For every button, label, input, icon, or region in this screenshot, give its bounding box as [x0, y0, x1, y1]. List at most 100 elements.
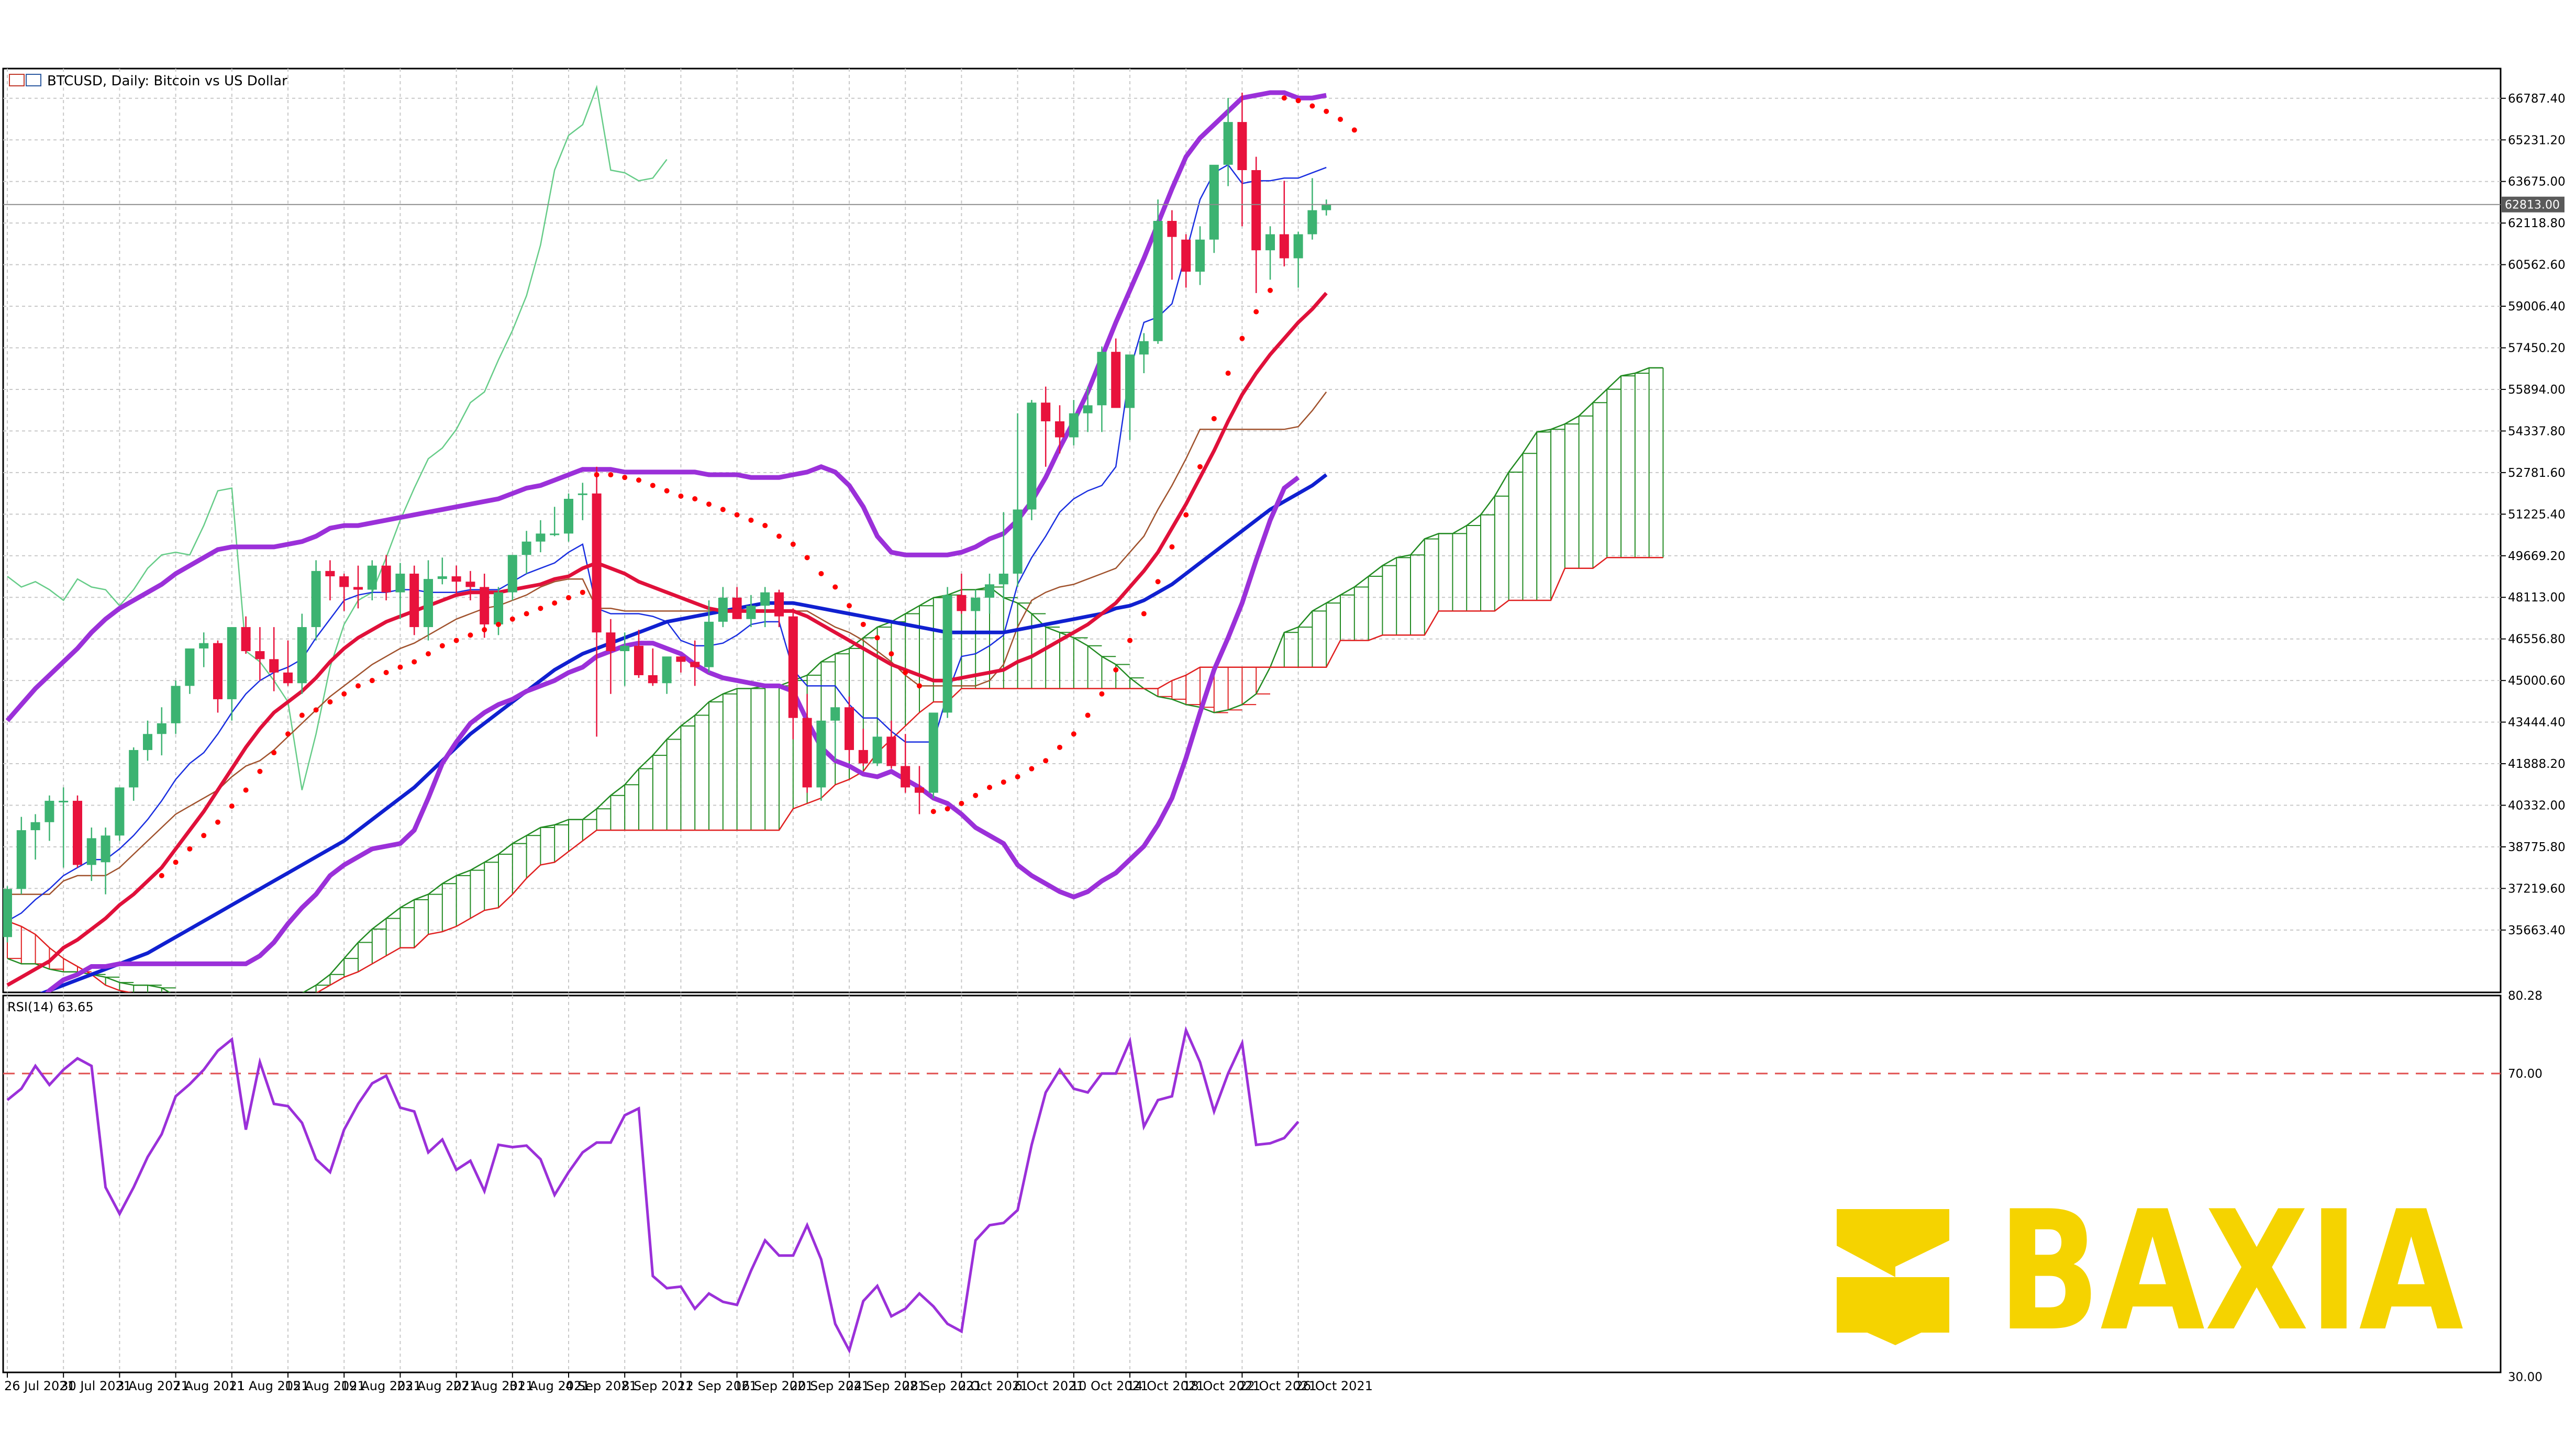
candle-body: [3, 889, 12, 937]
sar-dot: [1183, 512, 1189, 518]
time-tick-label: 4 Sep 2021: [565, 1379, 637, 1393]
candle-body: [985, 584, 994, 598]
sar-dot: [1057, 744, 1062, 750]
sar-dot: [313, 707, 319, 713]
candle-body: [550, 533, 560, 535]
rsi-line: [6, 1026, 1300, 1354]
sar-dot: [285, 731, 291, 737]
sar-dot: [973, 792, 979, 798]
rsi-pane: [3, 1026, 2501, 1354]
sar-dot: [762, 523, 768, 529]
candle-body: [971, 597, 981, 611]
price-tick-label: 51225.40: [2508, 508, 2566, 521]
sar-dot: [1001, 779, 1006, 785]
time-tick-label: 6 Oct 2021: [1015, 1379, 1084, 1393]
candle-body: [1055, 421, 1064, 438]
sar-dot: [257, 768, 263, 774]
time-tick-label: 31 Aug 2021: [509, 1379, 590, 1393]
price-tick-label: 59006.40: [2508, 300, 2566, 314]
candle-body: [732, 597, 742, 619]
rsi-axis: 80.28 70.00 30.00: [2508, 989, 2542, 1384]
sar-dot: [412, 659, 417, 665]
candle-body: [213, 643, 223, 699]
sar-dot: [1085, 712, 1091, 718]
chikou-span: [7, 84, 668, 790]
candle-body: [1181, 239, 1191, 272]
candle-body: [872, 736, 882, 764]
candle-body: [915, 787, 924, 793]
sar-dot: [1225, 371, 1231, 376]
sar-dot: [1351, 127, 1357, 133]
candle-body: [802, 718, 812, 788]
sar-dot: [580, 589, 585, 595]
candle-body: [1013, 509, 1023, 574]
rsi-tick-label: 70.00: [2508, 1067, 2542, 1081]
candle-body: [1293, 234, 1303, 259]
price-tick-label: 65231.20: [2508, 133, 2566, 147]
price-axis: 66787.40 65231.20 63675.00 62118.80 60562.60…: [2501, 92, 2566, 937]
indicator-lines: [5, 84, 1328, 992]
kijun-sen: [7, 392, 1327, 895]
sar-dot: [552, 600, 558, 606]
candle-body: [297, 627, 307, 684]
candle-body: [73, 800, 82, 865]
candle-body: [1307, 210, 1317, 234]
price-tick-label: 35663.40: [2508, 924, 2566, 937]
sar-dot: [524, 611, 529, 617]
sar-dot: [945, 806, 950, 812]
time-tick-label: 28 Sep 2021: [902, 1379, 982, 1393]
candle-body: [129, 750, 139, 788]
sar-dot: [496, 621, 501, 627]
candle-body: [1139, 341, 1149, 355]
candle-body: [241, 627, 251, 652]
candle-body: [157, 723, 166, 734]
candle-body: [171, 686, 181, 723]
sar-dot: [608, 472, 614, 478]
price-tick-label: 37219.60: [2508, 882, 2566, 896]
candle-body: [59, 800, 69, 802]
price-tick-label: 55894.00: [2508, 383, 2566, 397]
sar-dot: [706, 501, 712, 507]
price-tick-label: 52781.60: [2508, 466, 2566, 480]
sar-dot: [1141, 611, 1147, 617]
candle-body: [620, 645, 630, 652]
sar-dot: [1211, 416, 1217, 421]
time-tick-label: 14 Oct 2021: [1127, 1379, 1204, 1393]
candle-body: [592, 493, 602, 633]
candle-body: [227, 627, 237, 699]
sar-dot: [327, 699, 333, 705]
rsi-tick-label: 30.00: [2508, 1371, 2542, 1384]
current-price-tag: [2502, 196, 2564, 213]
sar-dot: [987, 785, 992, 790]
candle-body: [1209, 164, 1219, 240]
candle-body: [1265, 234, 1275, 251]
sar-dot: [1099, 691, 1105, 697]
candle-body: [816, 720, 826, 788]
sar-dot: [720, 507, 726, 512]
sar-dot: [917, 683, 922, 689]
sar-dot: [847, 603, 852, 609]
sar-dot: [1127, 638, 1132, 643]
candle-body: [564, 498, 573, 534]
time-tick-label: 24 Sep 2021: [846, 1379, 926, 1393]
candle-body: [255, 651, 265, 660]
time-tick-label: 12 Sep 2021: [678, 1379, 757, 1393]
time-tick-label: 30 Jul 2021: [60, 1379, 131, 1393]
time-tick-label: 2 Oct 2021: [958, 1379, 1028, 1393]
candle-body: [325, 571, 335, 577]
candle-body: [339, 576, 349, 587]
candle-body: [101, 835, 110, 863]
baxia-logo-icon: [1837, 1209, 1949, 1345]
baxia-watermark: BAXIA: [1837, 1176, 2464, 1368]
sar-dot: [187, 846, 193, 852]
candle-body: [409, 573, 419, 628]
sar-dot: [369, 678, 375, 684]
time-tick-label: 3 Aug 2021: [116, 1379, 188, 1393]
sar-dot: [889, 651, 894, 657]
candle-body: [1223, 122, 1233, 165]
sar-dot: [1309, 103, 1315, 109]
bollinger-lower-band: [45, 475, 1300, 992]
price-tick-label: 40332.00: [2508, 799, 2566, 813]
